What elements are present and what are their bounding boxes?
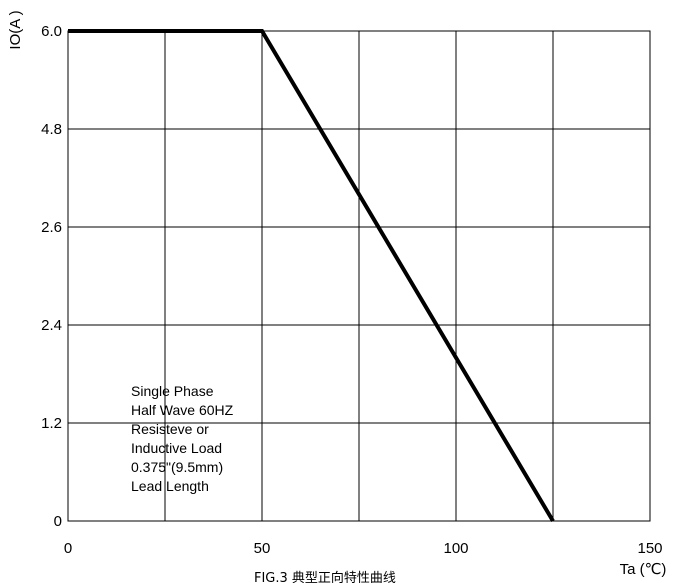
y-tick-label-0: 0 — [54, 513, 62, 530]
y-tick-label-5: 6.0 — [41, 23, 62, 40]
series-layer — [67, 29, 555, 523]
conditions-note-line-5: Lead Length — [131, 478, 209, 494]
x-tick-label-1: 50 — [254, 540, 271, 557]
series-point-0-2 — [552, 520, 554, 522]
x-tick-label-2: 100 — [443, 540, 468, 557]
conditions-note-line-3: Inductive Load — [131, 440, 222, 456]
x-tick-labels: 0 50 100 150 — [64, 540, 663, 557]
y-tick-label-2: 2.4 — [41, 317, 62, 334]
conditions-note: Single Phase Half Wave 60HZ Resisteve or In… — [131, 383, 234, 494]
grid — [68, 31, 650, 521]
conditions-note-line-2: Resisteve or — [131, 421, 209, 437]
x-axis-label: Ta (℃) — [620, 561, 667, 578]
y-tick-label-4: 4.8 — [41, 121, 62, 138]
conditions-note-line-1: Half Wave 60HZ — [131, 402, 234, 418]
figure-caption: FIG.3 典型正向特性曲线 — [254, 570, 396, 583]
y-tick-labels: 0 1.2 2.4 2.6 4.8 6.0 — [41, 23, 62, 530]
conditions-note-line-0: Single Phase — [131, 383, 214, 399]
y-axis-label: IO(A ) — [7, 10, 24, 49]
plot-border — [67, 30, 651, 522]
conditions-note-line-4: 0.375"(9.5mm) — [131, 459, 223, 475]
y-tick-label-3: 2.6 — [41, 219, 62, 236]
x-tick-label-3: 150 — [637, 540, 662, 557]
series-point-0-0 — [67, 30, 69, 32]
series-point-0-1 — [261, 30, 263, 32]
plot-frame — [67, 30, 651, 522]
y-tick-label-1: 1.2 — [41, 415, 62, 432]
x-tick-label-0: 0 — [64, 540, 72, 557]
